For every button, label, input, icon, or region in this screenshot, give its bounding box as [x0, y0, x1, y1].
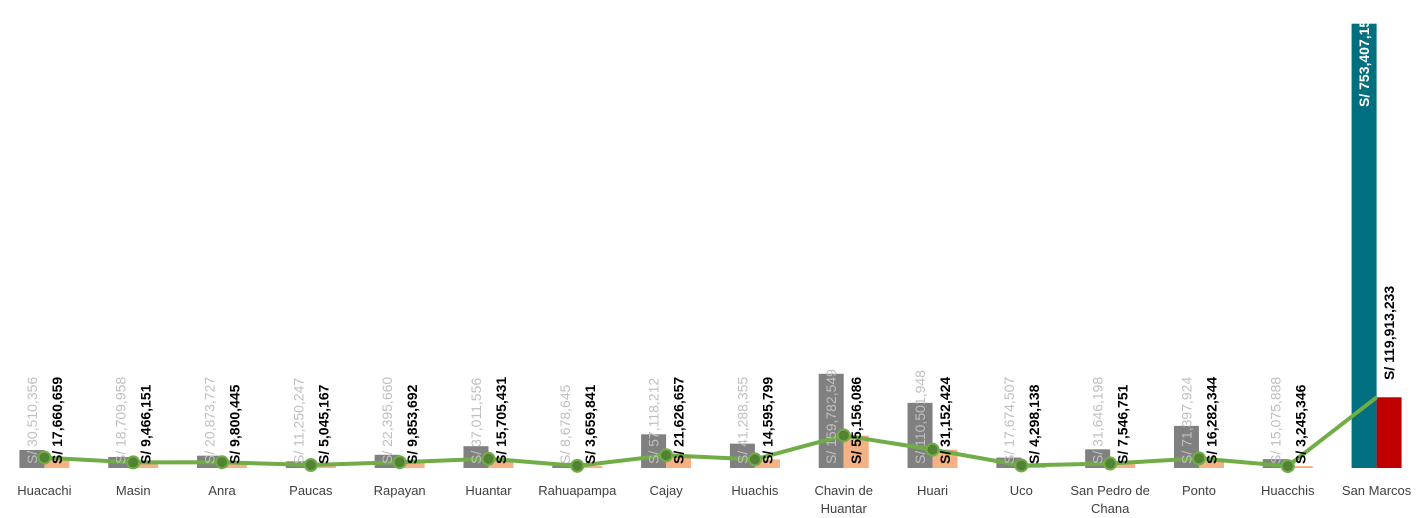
category-label-line: Chana [1091, 501, 1130, 516]
value-label-series2: S/ 31,152,424 [937, 377, 953, 464]
category-label: Ponto [1182, 483, 1216, 498]
category-label-line: Huacachi [17, 483, 71, 498]
value-label-series1: S/ 22,395,660 [379, 377, 395, 464]
category-label-line: Huari [917, 483, 948, 498]
category-label: Cajay [649, 483, 683, 498]
value-label-series2: S/ 5,045,167 [315, 384, 331, 464]
value-label-series2: S/ 9,800,445 [227, 384, 243, 464]
value-label-series1: S/ 11,250,247 [290, 378, 306, 464]
value-label-series2: S/ 9,466,151 [138, 384, 154, 464]
category-label: Huachis [731, 483, 778, 498]
value-label-series2: S/ 16,282,344 [1203, 377, 1219, 464]
category-label-line: Rapayan [374, 483, 426, 498]
value-label-series1: S/ 30,510,356 [24, 377, 40, 464]
category-label-line: Paucas [289, 483, 333, 498]
value-label-series1: S/ 17,674,507 [1001, 377, 1017, 464]
category-label-line: San Marcos [1342, 483, 1412, 498]
value-label-series2: S/ 15,705,431 [493, 377, 509, 464]
value-label-series1: S/ 15,075,888 [1267, 377, 1283, 464]
category-label-line: Rahuapampa [538, 483, 617, 498]
value-label-series1: S/ 31,646,198 [1090, 377, 1106, 464]
category-label-line: Ponto [1182, 483, 1216, 498]
category-label: Masin [116, 483, 151, 498]
category-label-line: Masin [116, 483, 151, 498]
value-label-series1: S/ 159,782,549 [823, 369, 839, 464]
category-label: Uco [1010, 483, 1033, 498]
value-label-series1: S/ 57,118,212 [646, 378, 662, 464]
category-label-line: Huacchis [1261, 483, 1315, 498]
value-label-series1: S/ 18,709,958 [113, 377, 129, 464]
category-label-line: Anra [208, 483, 236, 498]
category-label: Huari [917, 483, 948, 498]
value-label-series2: S/ 7,546,751 [1115, 384, 1131, 464]
category-label: Paucas [289, 483, 333, 498]
value-label-series1: S/ 71,397,924 [1178, 377, 1194, 464]
value-label-series2: S/ 55,156,086 [848, 377, 864, 464]
value-label-series1: S/ 753,407,151 [1356, 12, 1372, 107]
value-label-series2: S/ 21,626,657 [671, 377, 687, 464]
value-label-series2: S/ 3,245,346 [1292, 384, 1308, 464]
value-label-series2: S/ 9,853,692 [404, 384, 420, 464]
category-label: Huacchis [1261, 483, 1315, 498]
value-label-series1: S/ 41,288,355 [734, 377, 750, 464]
value-label-series2: S/ 14,595,799 [759, 377, 775, 464]
value-label-series2: S/ 119,913,233 [1381, 286, 1397, 380]
category-label: Anra [208, 483, 236, 498]
value-label-series2: S/ 4,298,138 [1026, 384, 1042, 464]
category-label: Rahuapampa [538, 483, 617, 498]
category-label-line: Cajay [649, 483, 683, 498]
category-label-line: San Pedro de [1070, 483, 1150, 498]
category-label-line: Uco [1010, 483, 1033, 498]
value-label-series1: S/ 37,011,556 [468, 378, 484, 464]
category-label-line: Chavin de [814, 483, 873, 498]
bar-series2 [1377, 397, 1402, 468]
value-label-series2: S/ 17,660,659 [49, 377, 65, 464]
category-label-line: Huachis [731, 483, 778, 498]
category-label-line: Huantar [465, 483, 512, 498]
category-label: Rapayan [374, 483, 426, 498]
value-label-series2: S/ 3,659,841 [582, 384, 598, 464]
category-label: Huantar [465, 483, 512, 498]
value-label-series1: S/ 20,873,727 [202, 377, 218, 464]
category-label: San Marcos [1342, 483, 1412, 498]
category-label: San Pedro de Chana [1070, 483, 1150, 516]
category-label-line: Huantar [821, 501, 868, 516]
value-label-series1: S/ 8,678,645 [557, 384, 573, 464]
category-label: Huacachi [17, 483, 71, 498]
category-label: Chavin de Huantar [814, 483, 873, 516]
value-label-series1: S/ 110,501,948 [912, 370, 928, 464]
